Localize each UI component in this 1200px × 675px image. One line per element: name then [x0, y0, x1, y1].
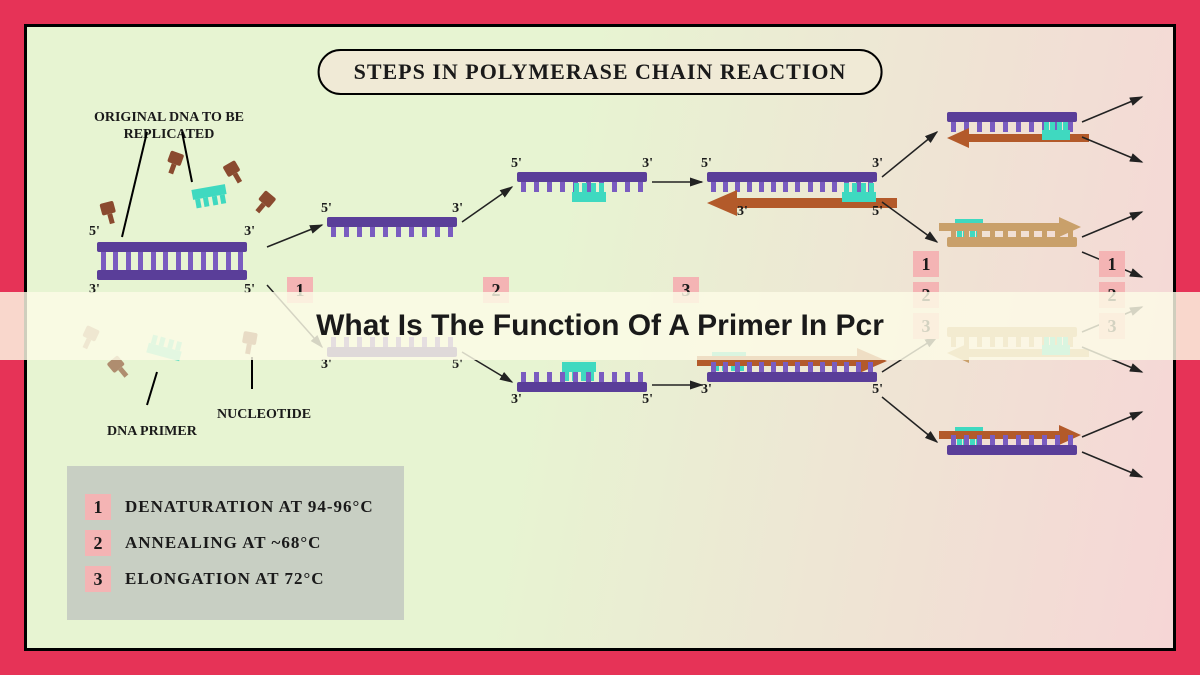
legend-box: 1 DENATURATION AT 94-96°C 2 ANNEALING AT ~6…: [67, 466, 404, 620]
legend-row: 2 ANNEALING AT ~68°C: [85, 530, 374, 556]
overlay-text: What Is The Function Of A Primer In Pcr: [316, 309, 884, 343]
step-badge: 3: [85, 566, 111, 592]
step-badge: 1: [85, 494, 111, 520]
step-badge: 1: [1099, 251, 1125, 277]
legend-row: 3 ELONGATION AT 72°C: [85, 566, 374, 592]
step-badge: 2: [85, 530, 111, 556]
overlay-question-band: What Is The Function Of A Primer In Pcr: [0, 292, 1200, 360]
legend-row: 1 DENATURATION AT 94-96°C: [85, 494, 374, 520]
legend-text: DENATURATION AT 94-96°C: [125, 497, 374, 517]
legend-text: ANNEALING AT ~68°C: [125, 533, 321, 553]
step-badge: 1: [913, 251, 939, 277]
legend-text: ELONGATION AT 72°C: [125, 569, 325, 589]
